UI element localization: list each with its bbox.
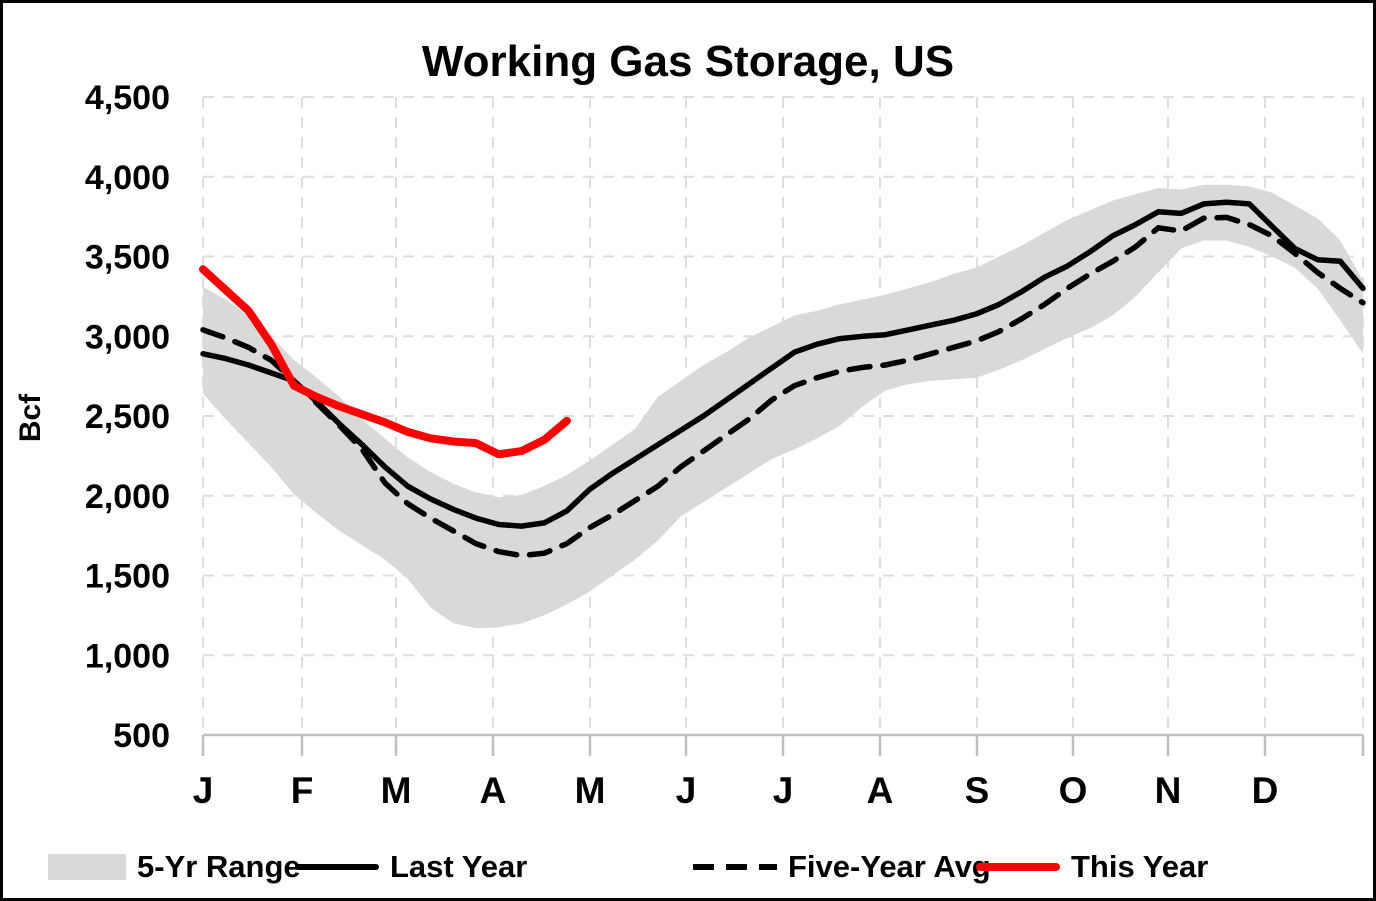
y-tick-label: 1,500 xyxy=(85,558,170,596)
band-5yr-range xyxy=(203,184,1363,629)
legend-item-this-year: This Year xyxy=(976,849,1208,885)
series-five-year-avg xyxy=(200,214,1366,559)
legend-label: Last Year xyxy=(390,849,528,884)
legend-item-5-yr-range: 5-Yr Range xyxy=(48,849,301,885)
legend-item-five-year-avg: Five-Year Avg xyxy=(693,849,991,885)
x-tick-label: S xyxy=(965,770,990,811)
y-tick-label: 500 xyxy=(113,717,170,755)
plot-area: 4,500 4,000 3,500 3,000 2,500 2,000 1,500 1,000… xyxy=(85,79,1366,811)
legend-label: Five-Year Avg xyxy=(788,849,991,884)
y-tick-label: 4,500 xyxy=(85,79,170,117)
y-tick-label: 2,500 xyxy=(85,398,170,436)
y-tick-label: 3,500 xyxy=(85,239,170,277)
x-tick-label: J xyxy=(773,770,794,811)
x-tick-label: M xyxy=(381,770,412,811)
x-tick-label: F xyxy=(291,770,314,811)
x-tick-label: M xyxy=(575,770,606,811)
legend-item-last-year: Last Year xyxy=(295,849,527,885)
legend-swatch-band xyxy=(48,854,126,880)
x-tick-label: A xyxy=(480,770,507,811)
x-tick-label: J xyxy=(193,770,214,811)
series-this-year xyxy=(199,265,571,459)
x-tick-label: A xyxy=(867,770,894,811)
x-tick-label: O xyxy=(1059,770,1088,811)
y-tick-label: 2,000 xyxy=(85,478,170,516)
x-tick-label: N xyxy=(1155,770,1182,811)
y-tick-label: 4,000 xyxy=(85,159,170,197)
legend-label: This Year xyxy=(1071,849,1209,884)
x-tick-label: J xyxy=(676,770,697,811)
y-tick-label: 3,000 xyxy=(85,318,170,356)
legend-swatch-thick xyxy=(976,863,1060,871)
y-tick-label: 1,000 xyxy=(85,637,170,675)
legend-swatch-solid xyxy=(295,864,379,870)
series-last-year xyxy=(200,199,1366,529)
x-tick-label: D xyxy=(1252,770,1279,811)
legend-label: 5-Yr Range xyxy=(137,849,301,884)
legend-swatch-dashed xyxy=(693,864,777,870)
chart-title: Working Gas Storage, US xyxy=(421,37,955,86)
